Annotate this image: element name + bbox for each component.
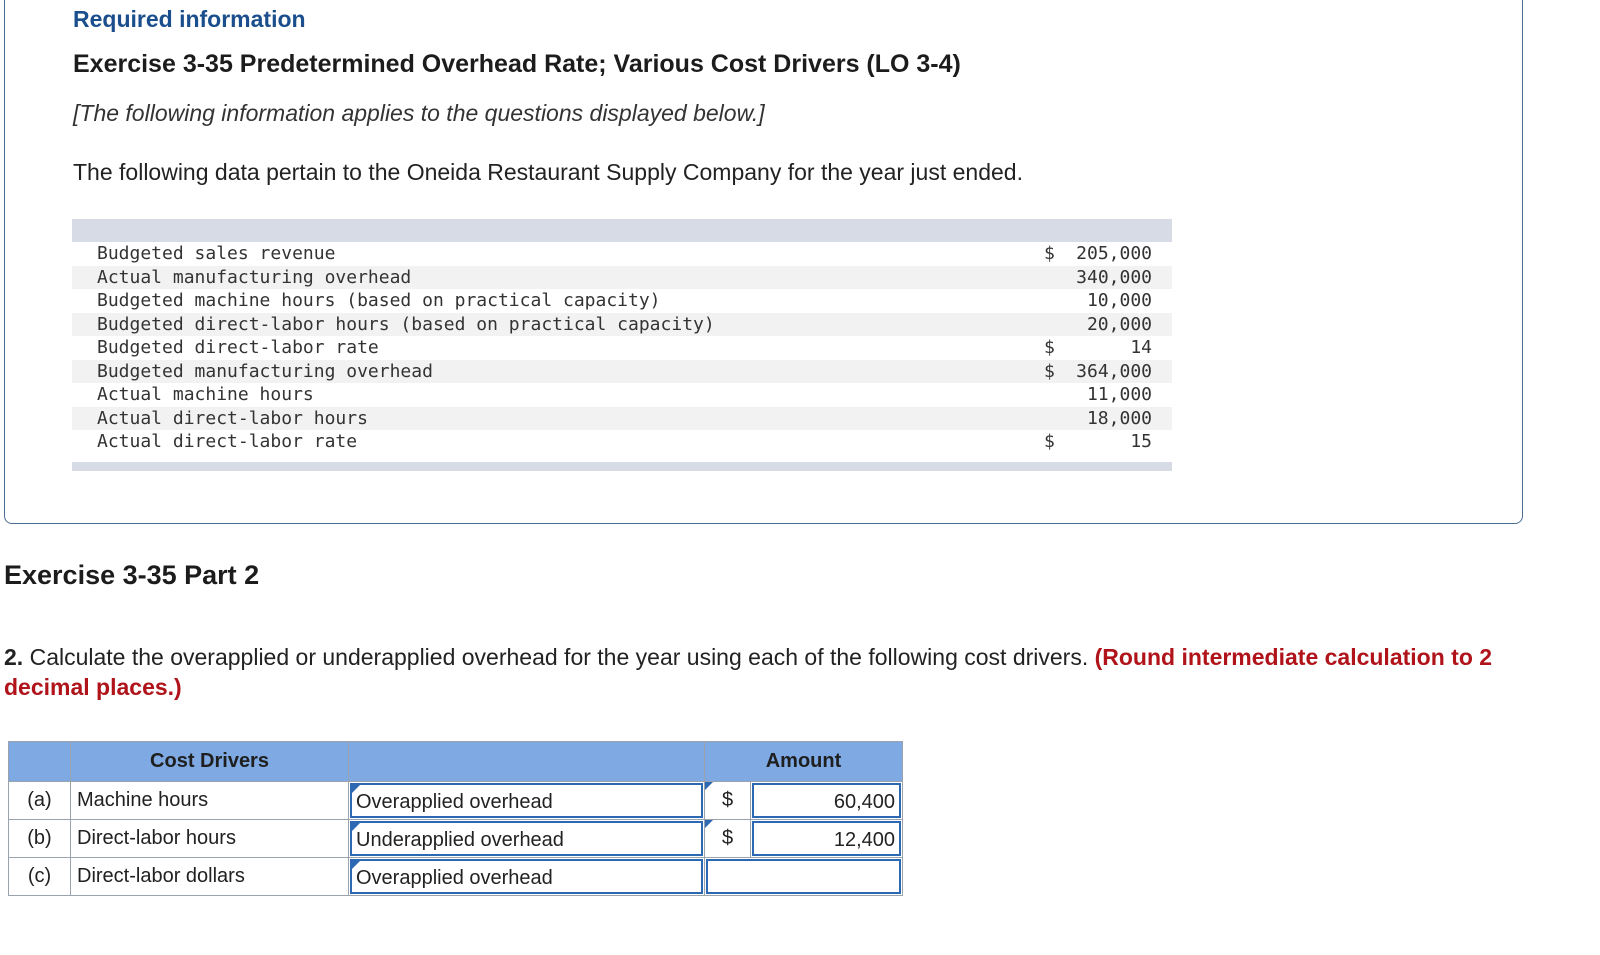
data-currency: $ (1044, 243, 1055, 264)
table-row: (b) Direct-labor hours Underapplied over… (8, 819, 903, 858)
row-letter: (a) (8, 781, 71, 820)
header-cost-drivers: Cost Drivers (70, 741, 349, 782)
question-number: 2. (4, 644, 24, 670)
data-table-spacer (72, 454, 1172, 462)
data-currency: $ (1044, 337, 1055, 358)
data-label: Budgeted machine hours (based on practic… (97, 290, 661, 311)
data-value: 10,000 (1086, 290, 1152, 311)
data-label: Actual direct-labor rate (97, 431, 358, 452)
amount-input[interactable] (704, 857, 903, 896)
data-value: 18,000 (1086, 407, 1152, 429)
data-row: Budgeted manufacturing overhead $ 364,00… (72, 359, 1172, 383)
data-row: Actual machine hours 11,000 (72, 383, 1172, 407)
answer-header-row: Cost Drivers Amount (8, 741, 903, 782)
data-row: Budgeted direct-labor hours (based on pr… (72, 312, 1172, 336)
data-value: 20,000 (1086, 313, 1152, 335)
table-row: (a) Machine hours Overapplied overhead $… (8, 781, 903, 820)
answer-table: Cost Drivers Amount (a) Machine hours Ov… (8, 741, 903, 896)
data-value: 364,000 (1076, 360, 1152, 382)
overhead-type-dropdown[interactable]: Underapplied overhead (348, 819, 705, 858)
data-label: Actual direct-labor hours (97, 407, 368, 429)
required-info-card (4, 0, 1523, 524)
data-label: Actual machine hours (97, 384, 314, 405)
data-label: Budgeted sales revenue (97, 243, 336, 264)
data-row: Budgeted machine hours (based on practic… (72, 289, 1172, 313)
data-value: 340,000 (1076, 266, 1152, 288)
header-selection-cell (348, 741, 705, 782)
data-label: Budgeted direct-labor hours (based on pr… (97, 313, 715, 335)
dropdown-value[interactable]: Overapplied overhead (350, 859, 703, 894)
question-body: Calculate the overapplied or underapplie… (23, 644, 1095, 670)
row-driver: Direct-labor hours (70, 819, 349, 858)
row-driver: Direct-labor dollars (70, 857, 349, 896)
data-label: Actual manufacturing overhead (97, 266, 412, 288)
dropdown-value[interactable]: Underapplied overhead (350, 821, 703, 856)
row-driver: Machine hours (70, 781, 349, 820)
data-row: Budgeted sales revenue $ 205,000 (72, 242, 1172, 266)
question-text: 2. Calculate the overapplied or underapp… (4, 642, 1504, 702)
part-title: Exercise 3-35 Part 2 (4, 560, 260, 590)
rounding-note: (Round intermediate calculation to 2 dec… (4, 644, 1493, 700)
row-currency: $ (704, 781, 751, 820)
data-row: Budgeted direct-labor rate $ 14 (72, 336, 1172, 360)
data-row: Actual direct-labor rate $ 15 (72, 430, 1172, 454)
overhead-type-dropdown[interactable]: Overapplied overhead (348, 781, 705, 820)
amount-value[interactable] (706, 859, 901, 894)
row-letter: (c) (8, 857, 71, 896)
header-letter-cell (8, 741, 71, 782)
data-row: Actual manufacturing overhead 340,000 (72, 265, 1172, 289)
row-currency: $ (704, 819, 751, 858)
data-currency: $ (1044, 431, 1055, 452)
table-row: (c) Direct-labor dollars Overapplied ove… (8, 857, 903, 896)
data-label: Budgeted manufacturing overhead (97, 360, 433, 382)
intro-text: The following data pertain to the Oneida… (73, 159, 1023, 185)
dropdown-value[interactable]: Overapplied overhead (350, 783, 703, 818)
data-value: 205,000 (1076, 243, 1152, 264)
amount-value[interactable]: 12,400 (752, 821, 901, 856)
required-info-heading: Required information (73, 6, 306, 32)
data-label: Budgeted direct-labor rate (97, 337, 379, 358)
header-amount: Amount (704, 741, 903, 782)
amount-input[interactable]: 12,400 (750, 819, 903, 858)
data-table: Budgeted sales revenue $ 205,000 Actual … (72, 219, 1172, 471)
exercise-title: Exercise 3-35 Predetermined Overhead Rat… (73, 50, 961, 78)
data-row: Actual direct-labor hours 18,000 (72, 406, 1172, 430)
data-currency: $ (1044, 360, 1055, 382)
applies-note: [The following information applies to th… (73, 100, 765, 126)
amount-input[interactable]: 60,400 (750, 781, 903, 820)
data-value: 15 (1130, 431, 1152, 452)
overhead-type-dropdown[interactable]: Overapplied overhead (348, 857, 705, 896)
data-value: 14 (1130, 337, 1152, 358)
amount-value[interactable]: 60,400 (752, 783, 901, 818)
data-value: 11,000 (1086, 384, 1152, 405)
row-letter: (b) (8, 819, 71, 858)
